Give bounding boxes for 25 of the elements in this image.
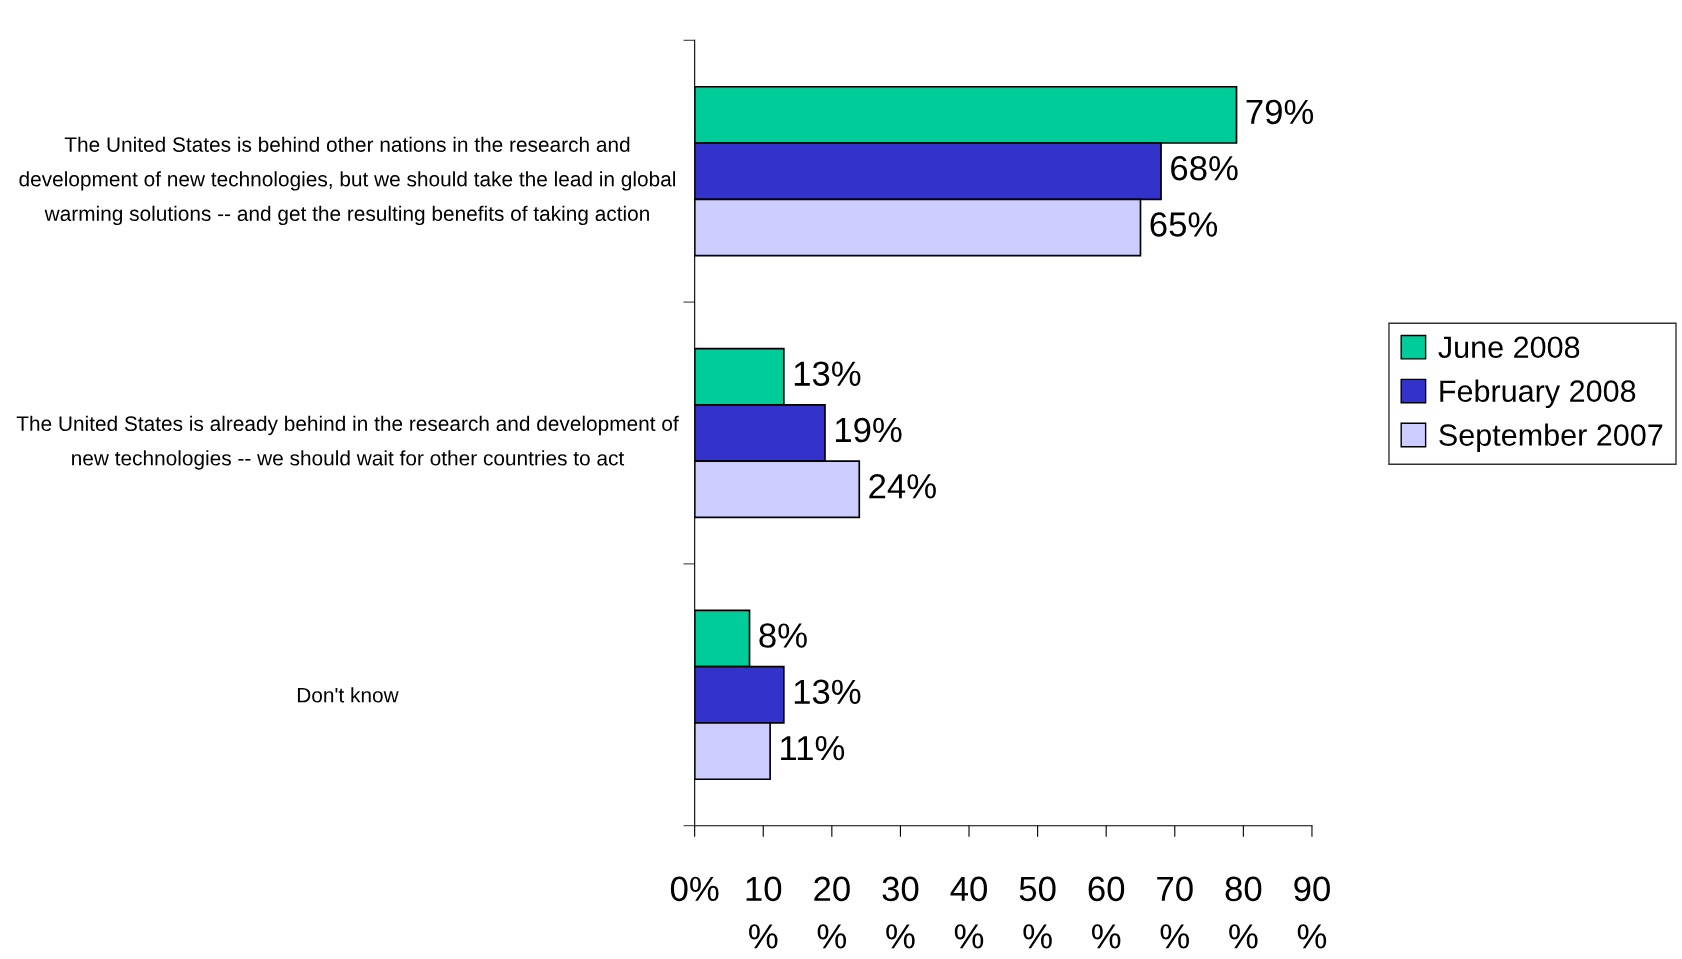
- legend-label: June 2008: [1438, 336, 1580, 359]
- x-tick-label: 0%: [670, 876, 719, 902]
- data-label: 65%: [1150, 212, 1218, 237]
- x-tick-label: 20 %: [814, 876, 850, 949]
- x-tick-label: 60 %: [1088, 876, 1125, 949]
- data-label: 68%: [1171, 155, 1238, 181]
- legend-label: September 2007: [1439, 423, 1663, 452]
- legend-label: February 2008: [1440, 379, 1636, 409]
- x-tick-label: 40 %: [950, 876, 987, 949]
- data-label: 19%: [835, 417, 902, 443]
- x-tick-label: 50 %: [1019, 876, 1056, 949]
- y-tick-label: The United States is already behind in the research and development of new technologies -- we should wait for other countries to act: [16, 415, 679, 470]
- data-label: 13%: [794, 361, 861, 387]
- data-label: 13%: [794, 679, 861, 705]
- x-tick-label: 30 %: [882, 876, 919, 949]
- data-label: 11%: [781, 735, 845, 761]
- x-tick-label: 10 %: [746, 876, 782, 949]
- x-tick-label: 90 %: [1294, 876, 1330, 949]
- y-tick-label: The United States is behind other nations in the research and development of new technologies, but we should take the lead in global warming solutions -- and get the resulting benefits of taking action: [19, 136, 675, 226]
- x-tick-label: 70 %: [1157, 876, 1193, 949]
- data-label: 79%: [1246, 99, 1314, 125]
- x-tick-label: 80 %: [1225, 876, 1262, 949]
- y-tick-label: Don't know: [297, 687, 399, 703]
- data-label: 8%: [759, 623, 807, 648]
- data-label: 24%: [869, 474, 936, 499]
